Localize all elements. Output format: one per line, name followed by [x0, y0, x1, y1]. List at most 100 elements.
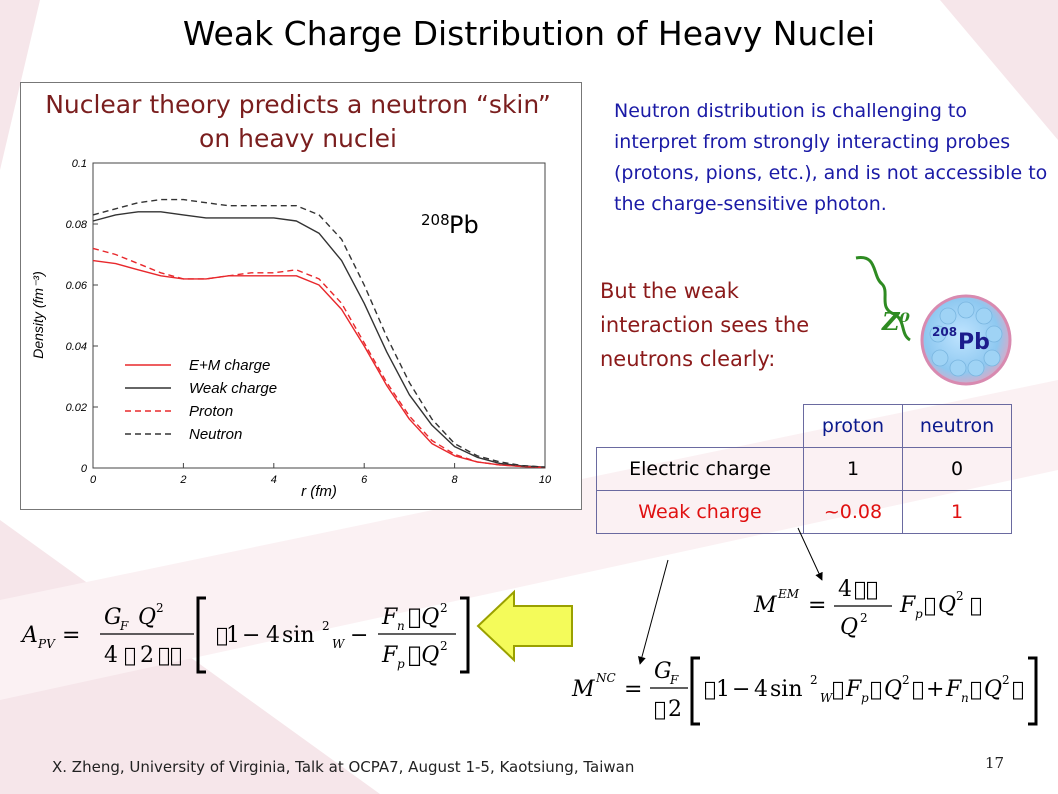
mnc-box-5:  : [970, 677, 982, 701]
table-row: Weak charge ~0.08 1: [596, 490, 1012, 534]
mem-M: M: [753, 593, 777, 618]
y-tick-label: 0.1: [72, 158, 87, 170]
mem-sup: EM: [777, 587, 800, 601]
mnc-Q1: Q: [884, 677, 902, 702]
apv-sub: PV: [37, 637, 56, 651]
charge-table: proton neutron Electric charge 1 0 Weak …: [596, 404, 1012, 534]
table-header-proton: proton: [803, 404, 903, 448]
apv-den-4: 4: [104, 643, 118, 668]
series-line-weak-charge: [92, 211, 546, 468]
page-number: 17: [985, 754, 1005, 772]
mem-sq: 2: [860, 611, 868, 625]
plot-area-border: [92, 162, 546, 469]
y-tick-label: 0.02: [66, 402, 87, 414]
chart-legend: E+M charge Weak charge Proton Neutron: [125, 357, 277, 443]
mnc-Q2-sq: 2: [1002, 673, 1010, 687]
x-tick-label: 0: [90, 474, 97, 486]
slide-title: Weak Charge Distribution of Heavy Nuclei: [182, 14, 876, 53]
table-cell-label: Weak charge: [596, 490, 804, 534]
table-header-row: proton neutron: [596, 404, 1012, 448]
apv-Q: Q: [138, 605, 156, 630]
nucleus-mass-number: 208: [421, 211, 450, 229]
mnc-Fp: F: [845, 677, 862, 702]
mnc-four: 4: [754, 677, 768, 702]
background-band-top-right: [940, 0, 1058, 140]
apv-Gsub: F: [119, 619, 129, 633]
mem-arg-sq: 2: [956, 589, 964, 603]
apv-Fn: F: [381, 605, 398, 630]
apv-Qbox-den:  Q: [408, 643, 439, 668]
mnc-Q2: Q: [984, 677, 1002, 702]
apv-den-box:  : [124, 643, 136, 667]
apv-wsub: W: [332, 637, 346, 651]
mnc-G: G: [654, 659, 672, 684]
intro-paragraph: Neutron distribution is challenging to i…: [614, 100, 1048, 215]
mem-F-sub: p: [915, 607, 923, 621]
legend-label: Weak charge: [189, 380, 277, 397]
y-tick-label: 0.08: [66, 219, 88, 231]
apv-den-boxes:   : [158, 643, 182, 667]
nucleon-dots: [929, 301, 1003, 377]
mem-eq: =: [808, 593, 826, 618]
apv-sin: sin: [282, 623, 315, 648]
mnc-box-3:  : [870, 677, 882, 701]
density-chart: 0 0.02 0.04 0.06 0.08 0.1 0 2 4 6 8 10 Density (fm…: [30, 158, 552, 500]
mem-num-boxes:   : [854, 577, 878, 601]
mnc-sin: sin: [770, 677, 803, 702]
mem-box-left:  : [924, 593, 936, 617]
series-line-proton: [92, 247, 546, 469]
apv-minus: −: [242, 623, 260, 648]
mem-Q: Q: [840, 615, 858, 640]
z0-label: Z⁰: [881, 307, 911, 336]
table-cell-neutron: 1: [902, 490, 1012, 534]
ball-mass-number: 208: [932, 325, 957, 339]
mnc-Fn-sub: n: [961, 691, 969, 705]
mnc-box-1:  : [704, 677, 716, 701]
plot-caption: Nuclear theory predicts a neutron “skin”…: [45, 90, 551, 153]
apv-Qbox-num:  Q: [408, 605, 439, 630]
mem-box-right:  : [970, 593, 982, 617]
apv-den-sq: 2: [440, 639, 448, 653]
apv-num-sq: 2: [440, 601, 448, 615]
apv-box:  : [216, 623, 228, 647]
x-axis-ticks: 0 2 4 6 8 10: [90, 463, 552, 486]
y-axis-ticks: 0 0.02 0.04 0.06 0.08 0.1: [66, 158, 98, 475]
z0-nucleus-illustration: Z⁰ 208 Pb: [855, 256, 1012, 386]
mnc-box-2:  : [832, 677, 844, 701]
footer-credit: X. Zheng, University of Virginia, Talk a…: [52, 758, 635, 776]
y-tick-label: 0.06: [66, 280, 88, 292]
legend-label: E+M charge: [189, 357, 270, 374]
y-tick-label: 0.04: [66, 341, 87, 353]
mnc-den-2: 2: [668, 697, 682, 722]
mem-F: F: [899, 593, 916, 618]
mem-num: 4: [838, 577, 852, 602]
table-row: Electric charge 1 0: [596, 447, 1012, 491]
legend-label: Neutron: [189, 426, 242, 443]
x-tick-label: 4: [271, 474, 277, 486]
mnc-box-4:  : [912, 677, 924, 701]
weak-interaction-paragraph: But the weak interaction sees the neutro…: [600, 279, 810, 371]
y-axis-label: Density (fm⁻³): [30, 271, 46, 359]
x-tick-label: 10: [539, 474, 552, 486]
apv-Fn-sub: n: [397, 619, 405, 633]
legend-label: Proton: [189, 403, 233, 420]
x-tick-label: 2: [179, 474, 186, 486]
x-tick-label: 6: [361, 474, 368, 486]
table-header-neutron: neutron: [902, 404, 1012, 448]
series-line-e-m-charge: [92, 259, 546, 469]
mnc-one: 1: [716, 677, 730, 702]
series-lines: [92, 198, 546, 469]
density-plot-frame: [20, 82, 582, 510]
apv-Fp-sub: p: [397, 657, 405, 671]
table-cell-neutron: 0: [902, 447, 1012, 491]
mnc-sup: NC: [595, 671, 616, 685]
mnc-wsub: W: [820, 691, 834, 705]
apv-eq: =: [62, 623, 80, 648]
apv-G: G: [104, 605, 122, 630]
mnc-Gsub: F: [669, 673, 679, 687]
mnc-den-box:  : [654, 697, 666, 721]
mnc-sin-sq: 2: [810, 673, 818, 687]
apv-Fp: F: [381, 643, 398, 668]
apv-den-2: 2: [140, 643, 154, 668]
nc-amplitude-equation: M NC = G F   2   1 − 4 sin 2 W   F p   Q…: [571, 656, 1038, 726]
